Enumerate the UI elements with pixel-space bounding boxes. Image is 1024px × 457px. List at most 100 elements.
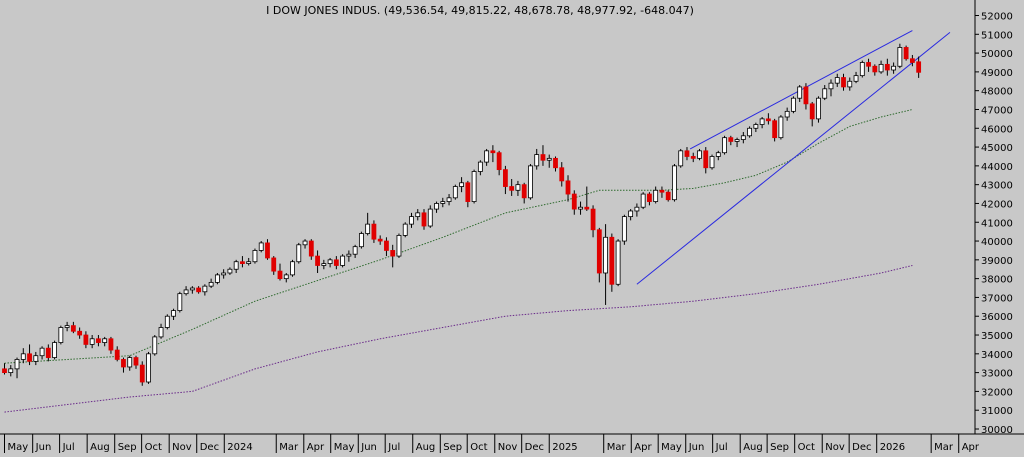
candle — [246, 257, 252, 266]
candle-body — [152, 336, 158, 355]
candle-body — [183, 289, 189, 295]
candle — [866, 58, 871, 72]
y-axis: 52000 51000 50000 49000 48000 47000 46000 45000… — [974, 0, 1013, 436]
candle-body — [540, 154, 546, 161]
candle — [396, 233, 402, 258]
candle-body — [509, 186, 515, 191]
candle — [164, 314, 170, 330]
candle — [628, 209, 634, 221]
candle-body — [740, 135, 746, 140]
x-tick-label: May — [8, 442, 29, 453]
candle-body — [534, 154, 540, 167]
candle — [841, 73, 846, 91]
candle — [290, 259, 295, 277]
x-tick-label: Jul — [387, 442, 400, 453]
candle-body — [859, 62, 865, 77]
y-tick-label: 41000 — [981, 218, 1013, 229]
candle-body — [340, 255, 346, 266]
candle — [672, 163, 677, 202]
candle — [872, 64, 878, 76]
candle-body — [390, 250, 396, 257]
candle — [621, 214, 627, 245]
candle-body — [352, 246, 358, 255]
candle — [434, 201, 439, 213]
candle-body — [177, 293, 183, 311]
candle-body — [308, 240, 314, 257]
candle-body — [503, 169, 508, 187]
candle — [265, 239, 270, 260]
x-tick-label: Aug — [743, 442, 763, 453]
candle-body — [571, 193, 577, 210]
candle — [308, 239, 314, 260]
candle — [640, 192, 646, 210]
candle — [327, 257, 333, 268]
candle-body — [765, 118, 771, 122]
candle-body — [415, 212, 421, 218]
x-tick-label: May — [661, 442, 682, 453]
candle-body — [709, 156, 715, 169]
candle — [121, 357, 126, 373]
candle — [891, 62, 897, 74]
candle — [409, 212, 414, 228]
candle-body — [283, 274, 289, 280]
candle-body — [321, 263, 327, 266]
candle-body — [290, 261, 295, 276]
candle — [728, 135, 734, 146]
candle — [70, 321, 76, 334]
candle — [377, 235, 383, 245]
x-tick-label: Nov — [172, 442, 192, 453]
trendline — [636, 32, 951, 285]
x-tick-label: Sep — [443, 442, 462, 453]
candle — [465, 180, 471, 208]
candle-body — [596, 229, 602, 274]
candle — [697, 148, 702, 161]
candle — [277, 263, 283, 281]
candle — [365, 212, 371, 236]
candle — [296, 242, 302, 264]
x-tick-label: Apr — [307, 442, 325, 453]
candle — [847, 77, 853, 91]
candle — [759, 116, 765, 129]
candle — [2, 363, 7, 375]
candle — [27, 344, 32, 366]
candle-body — [171, 310, 176, 317]
candle — [665, 190, 671, 202]
candle-body — [277, 270, 283, 280]
candle-body — [722, 137, 727, 154]
y-tick-label: 49000 — [981, 68, 1013, 79]
candle-body — [665, 191, 671, 201]
candle — [258, 241, 264, 253]
candle — [496, 150, 502, 176]
candle-body — [384, 240, 389, 251]
candle-body — [246, 261, 252, 265]
x-tick-label: Jun — [360, 442, 377, 453]
y-tick-label: 33000 — [981, 369, 1013, 380]
candle — [271, 256, 277, 275]
candle-body — [208, 281, 214, 287]
candle — [546, 154, 552, 168]
candle-body — [753, 124, 759, 129]
candle — [565, 175, 571, 202]
candle — [64, 321, 70, 332]
x-tick-label: Mar — [934, 442, 954, 453]
candle — [333, 256, 339, 270]
candle — [20, 348, 26, 364]
candle — [553, 156, 558, 172]
candle-body — [728, 137, 734, 142]
candle-body — [872, 65, 878, 73]
candle-body — [553, 157, 558, 169]
candle-body — [346, 253, 352, 257]
candle — [703, 147, 709, 174]
candle — [515, 180, 521, 196]
candle — [684, 147, 690, 161]
candle — [452, 184, 458, 200]
candle-body — [916, 61, 922, 73]
candle-body — [315, 255, 320, 266]
candle-body — [628, 210, 634, 218]
candle — [578, 201, 583, 215]
candle — [540, 145, 546, 166]
candle-body — [108, 338, 114, 351]
candle-body — [615, 240, 621, 285]
x-tick-label: Oct — [798, 442, 815, 453]
x-tick-label: Nov — [825, 442, 845, 453]
